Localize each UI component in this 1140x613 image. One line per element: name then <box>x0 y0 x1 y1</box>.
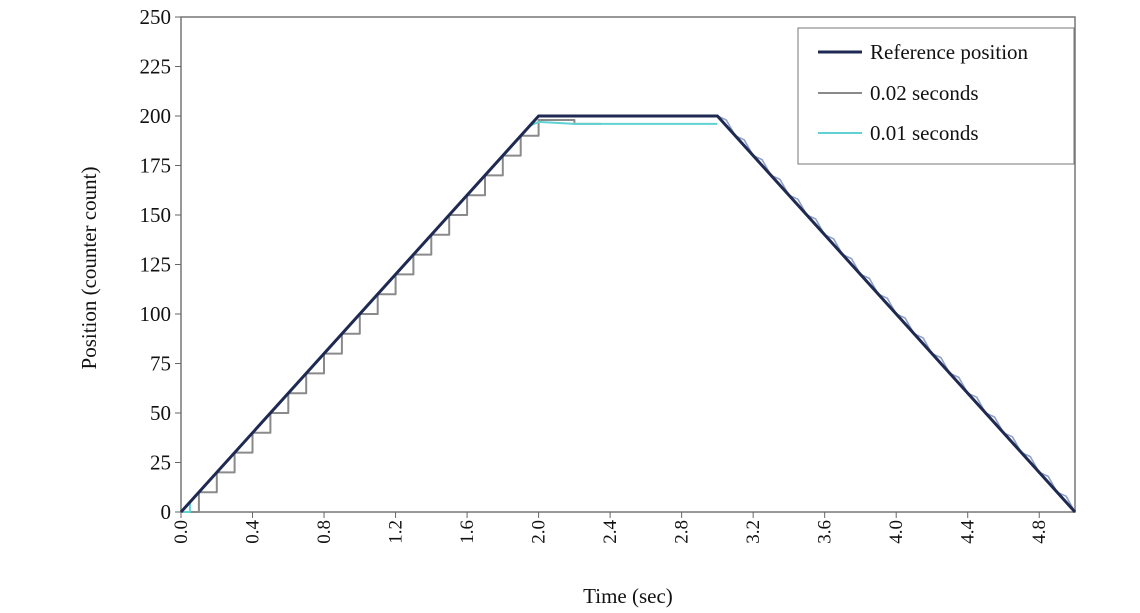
x-tick-label: 0.8 <box>314 520 335 544</box>
x-tick-label: 0.0 <box>171 520 192 544</box>
y-tick-label: 200 <box>140 104 172 128</box>
y-tick-label: 250 <box>140 5 172 29</box>
series-line-1 <box>181 119 602 513</box>
x-axis-title: Time (sec) <box>583 584 673 608</box>
x-tick-label: 4.8 <box>1029 520 1050 544</box>
y-axis-title: Position (counter count) <box>77 167 101 370</box>
y-tick-label: 225 <box>140 55 172 79</box>
y-tick-label: 175 <box>140 154 172 178</box>
x-axis-ticks: 0.0 0.4 0.8 1.2 1.6 2.0 2.4 2.8 3.2 3.6 4.0 4.4 4.8 <box>171 512 1050 544</box>
series-layer <box>179 114 1077 514</box>
x-tick-label: 4.0 <box>886 520 907 544</box>
x-tick-label: 1.2 <box>386 520 407 544</box>
x-tick-label: 0.4 <box>243 520 264 544</box>
legend-label-002: 0.02 seconds <box>870 81 979 105</box>
y-tick-label: 0 <box>161 500 172 524</box>
y-tick-label: 25 <box>150 451 171 475</box>
y-tick-label: 125 <box>140 253 172 277</box>
x-tick-label: 2.8 <box>672 520 693 544</box>
series-line-0 <box>179 114 1077 514</box>
y-tick-label: 75 <box>150 352 171 376</box>
x-tick-label: 1.6 <box>457 520 478 544</box>
y-tick-label: 50 <box>150 401 171 425</box>
x-tick-label: 2.0 <box>529 520 550 544</box>
legend-label-001: 0.01 seconds <box>870 121 979 145</box>
x-tick-label: 3.2 <box>743 520 764 544</box>
legend-label-reference: Reference position <box>870 40 1029 64</box>
y-tick-label: 150 <box>140 203 172 227</box>
x-tick-label: 3.6 <box>815 520 836 544</box>
x-tick-label: 2.4 <box>600 520 621 544</box>
y-tick-label: 100 <box>140 302 172 326</box>
x-tick-label: 4.4 <box>958 520 979 544</box>
y-axis-ticks: 0 25 50 75 100 125 150 175 200 225 250 <box>140 5 181 524</box>
legend: Reference position 0.02 seconds 0.01 sec… <box>797 27 1075 165</box>
